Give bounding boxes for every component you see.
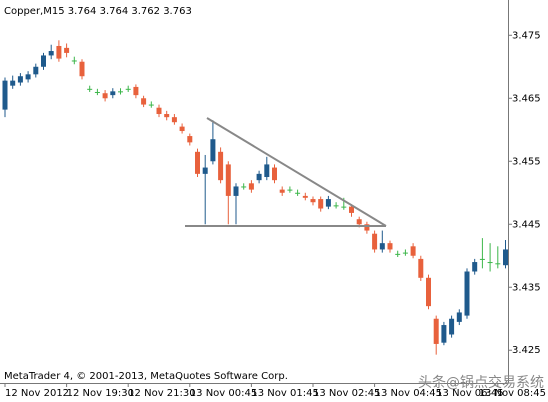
candle-body	[341, 206, 347, 208]
x-tick-label: 13 Nov 06:45	[436, 388, 503, 399]
candle-body	[410, 246, 416, 256]
candle-body	[71, 60, 77, 62]
candle-body	[402, 252, 408, 254]
candle-body	[372, 233, 378, 250]
candle-body	[487, 262, 493, 264]
candle-body	[272, 167, 277, 181]
candle-body	[2, 80, 8, 110]
x-tick-label: 13 Nov 04:45	[375, 388, 442, 399]
candle-body	[256, 173, 262, 181]
y-tick-label: 3.445	[512, 219, 541, 230]
y-tick-label: 3.455	[512, 156, 541, 167]
chart-title: Copper,M15 3.764 3.764 3.762 3.763	[4, 6, 192, 17]
x-tick-label: 13 Nov 00:45	[190, 388, 257, 399]
candle-body	[187, 136, 193, 143]
candle-body	[210, 139, 216, 162]
candle-body	[48, 51, 54, 56]
y-tick-label: 3.425	[512, 345, 541, 356]
x-tick-label: 13 Nov 01:45	[251, 388, 318, 399]
candle-body	[87, 88, 93, 90]
candle-body	[418, 258, 424, 278]
candle-body	[241, 186, 247, 188]
candle-body	[56, 45, 62, 59]
y-tick-label: 3.475	[512, 30, 541, 41]
watermark: 头条@锅点交易系统	[418, 374, 544, 391]
y-tick-label: 3.465	[512, 93, 541, 104]
candle-body	[225, 164, 231, 196]
candle-body	[179, 126, 185, 132]
candle-body	[156, 107, 162, 115]
candle-body	[295, 192, 301, 194]
candle-body	[25, 74, 31, 80]
candle-body	[302, 195, 308, 198]
candle-body	[33, 66, 39, 75]
candle-body	[433, 318, 439, 344]
candle-body	[333, 205, 339, 207]
candle-body	[202, 167, 208, 174]
candle-body	[17, 76, 23, 83]
candle-body	[41, 55, 46, 67]
candle-body	[441, 325, 447, 343]
candle-body	[287, 189, 293, 191]
footer: MetaTrader 4, © 2001-2013, MetaQuotes So…	[4, 371, 288, 382]
candle-body	[472, 262, 478, 272]
x-tick-label: 13 Nov 02:45	[313, 388, 380, 399]
candle-body	[218, 151, 224, 181]
candle-body	[279, 189, 285, 193]
candle-body	[349, 206, 354, 213]
candle-body	[426, 277, 431, 307]
candle-body	[464, 271, 470, 316]
candle-body	[102, 93, 108, 99]
x-tick-label: 12 Nov 21:30	[128, 388, 195, 399]
candle-body	[195, 151, 200, 174]
candles	[2, 40, 508, 355]
candle-body	[110, 91, 116, 96]
candle-body	[310, 199, 316, 203]
candle-body	[171, 117, 177, 123]
candle-body	[10, 80, 16, 86]
candle-body	[164, 114, 170, 118]
candle-body	[248, 183, 254, 190]
candle-body	[125, 88, 131, 90]
candle-body	[387, 243, 393, 250]
candle-body	[503, 249, 508, 266]
candle-body	[64, 47, 70, 53]
candle-body	[356, 219, 362, 225]
x-tick-label: 12 Nov 2012	[5, 388, 69, 399]
candle-body	[325, 199, 331, 207]
triangle-upper-line	[206, 117, 387, 227]
candle-body	[141, 98, 147, 105]
candle-body	[449, 318, 455, 335]
x-tick-label: 12 Nov 19:30	[67, 388, 134, 399]
candle-body	[479, 258, 485, 260]
candle-body	[133, 86, 139, 96]
candle-body	[118, 91, 123, 93]
candle-body	[456, 312, 462, 322]
y-tick-label: 3.435	[512, 282, 541, 293]
candle-body	[148, 104, 154, 106]
candle-body	[364, 224, 370, 231]
candle-body	[318, 199, 324, 209]
candle-body	[495, 263, 501, 265]
candle-body	[94, 91, 100, 93]
x-tick-label: 13 Nov 08:45	[479, 388, 546, 399]
candle-body	[79, 61, 85, 77]
candle-body	[233, 186, 239, 196]
candle-body	[395, 253, 401, 255]
candle-body	[264, 164, 270, 178]
candle-body	[379, 243, 385, 250]
